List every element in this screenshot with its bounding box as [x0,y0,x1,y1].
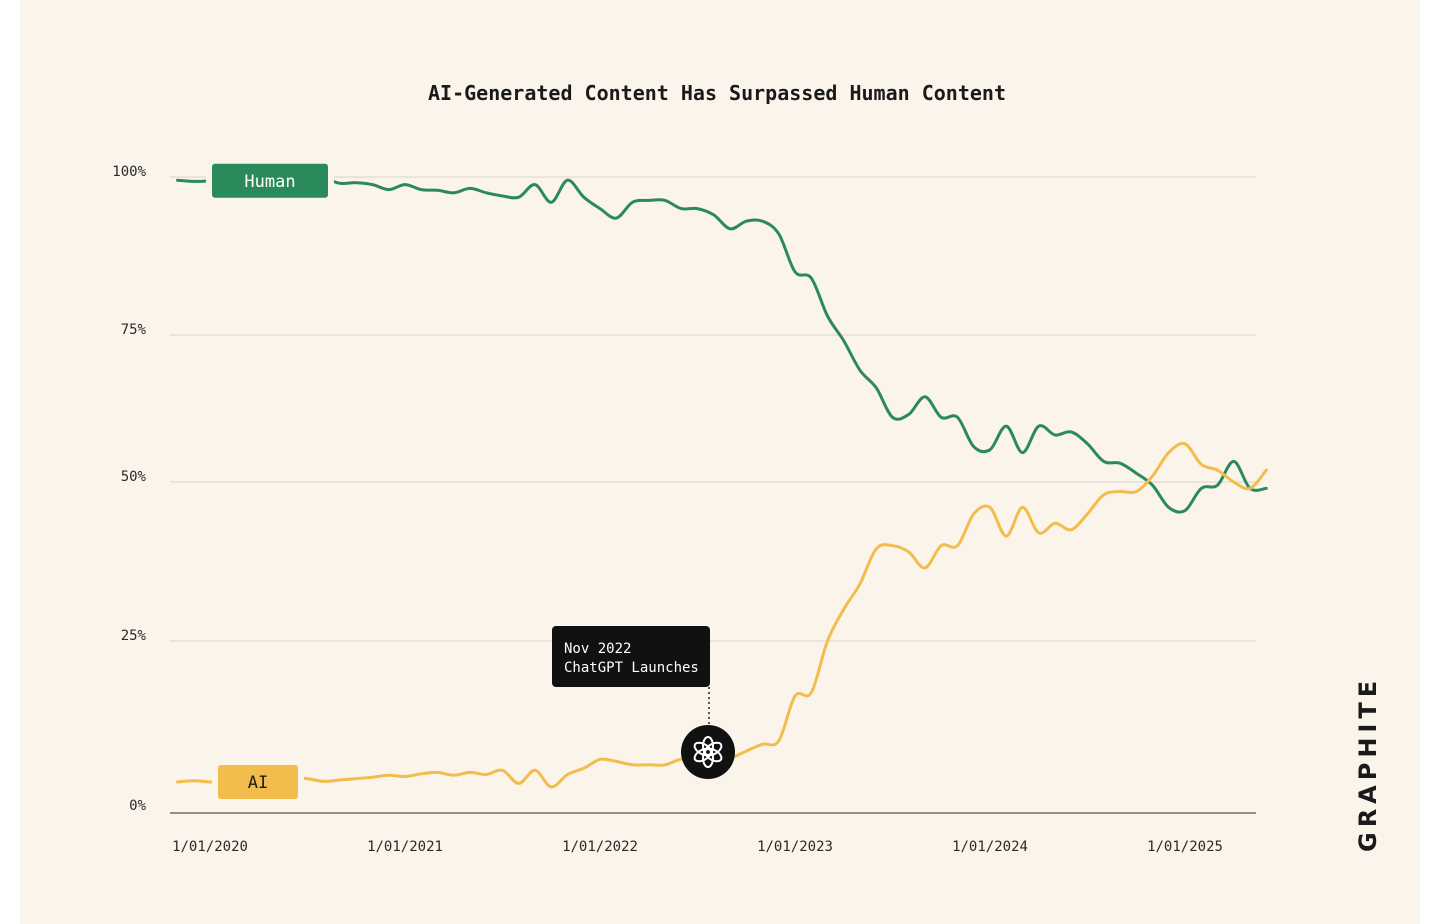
x-tick-label: 1/01/2025 [1147,839,1223,855]
chart-title: AI-Generated Content Has Surpassed Human… [428,81,1006,105]
annotation-box [552,626,710,687]
legend-label-ai: AI [248,773,268,793]
y-tick-label: 100% [112,164,146,180]
x-tick-label: 1/01/2024 [952,839,1028,855]
chart-card: AI-Generated Content Has Surpassed Human… [20,0,1420,924]
legend-badge-ai [218,765,298,800]
y-tick-label: 50% [121,469,147,485]
line-chart: AI-Generated Content Has Surpassed Human… [112,81,1382,855]
annotation-title: Nov 2022 [564,641,631,657]
series-lines [176,176,1268,789]
y-axis-ticks: 0% 25% 50% 75% 100% [112,164,146,814]
legend-badge-human [212,163,328,198]
x-tick-label: 1/01/2021 [367,839,443,855]
annotation-chatgpt: Nov 2022 ChatGPT Launches [552,626,735,779]
x-tick-label: 1/01/2023 [757,839,833,855]
legend-labels: Human AI [206,161,334,802]
grid-lines [170,176,1256,814]
openai-logo-icon [681,725,735,779]
annotation-subtitle: ChatGPT Launches [564,660,699,676]
y-tick-label: 0% [129,798,146,814]
series-line-human [176,176,1268,514]
brand-logo: GRAPHITE [1354,676,1382,852]
x-tick-label: 1/01/2022 [562,839,638,855]
y-tick-label: 75% [121,322,147,338]
x-axis-ticks: 1/01/2020 1/01/2021 1/01/2022 1/01/2023 1/01… [172,839,1223,855]
x-tick-label: 1/01/2020 [172,839,248,855]
y-tick-label: 25% [121,628,147,644]
legend-label-human: Human [244,172,295,192]
